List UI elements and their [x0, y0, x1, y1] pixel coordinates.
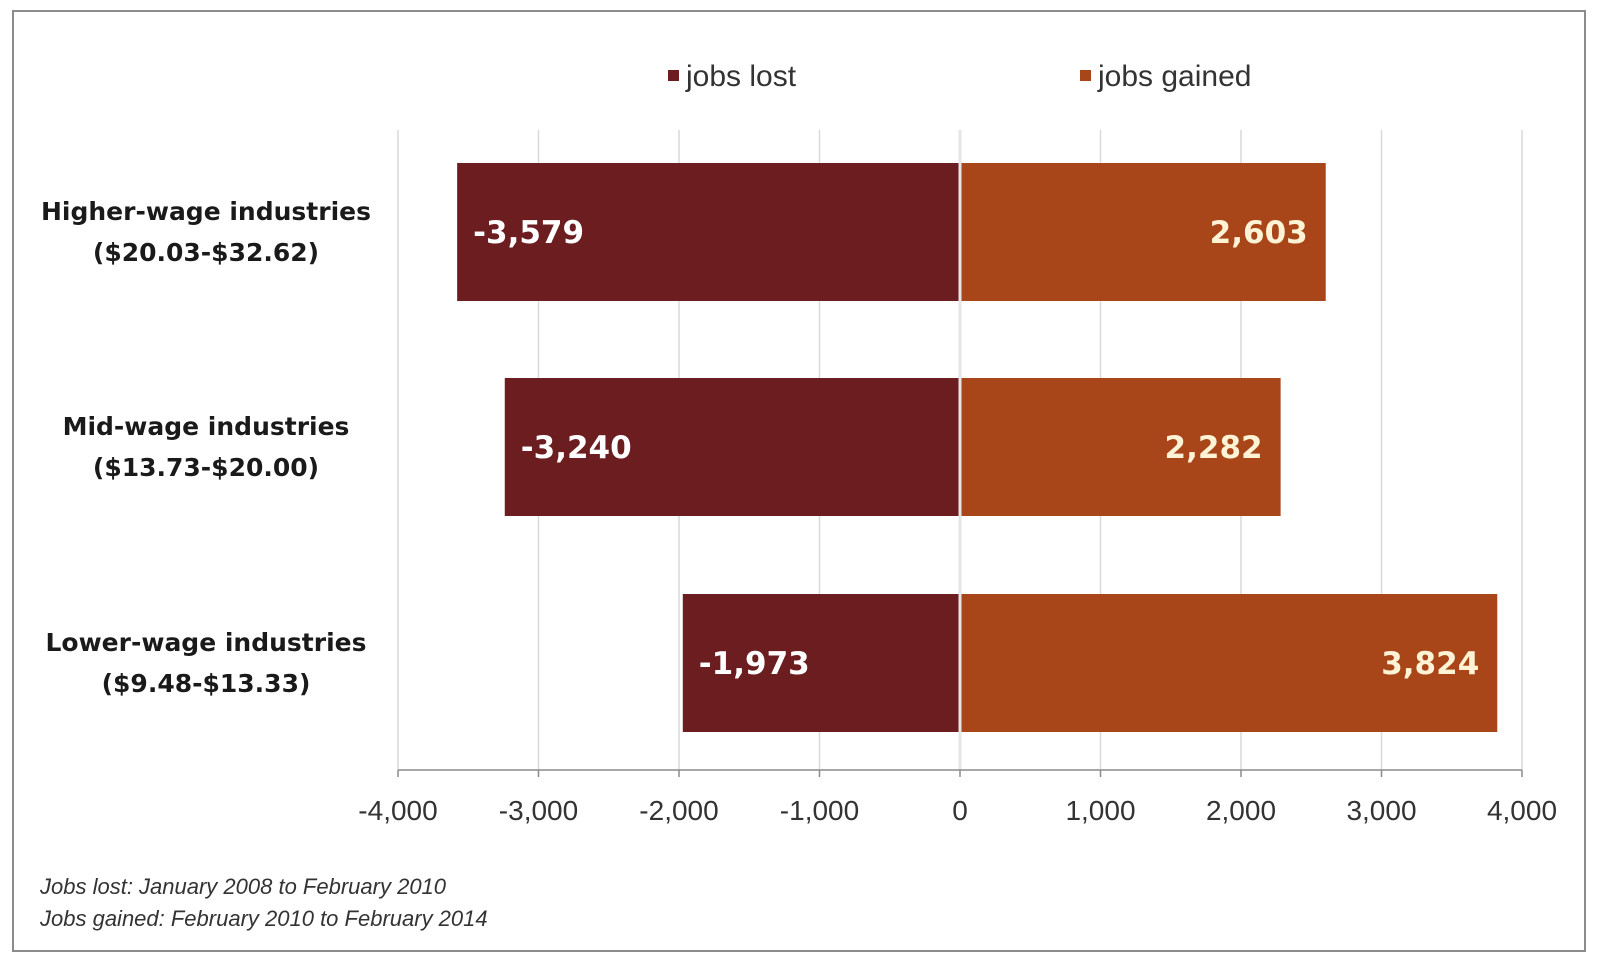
x-tick-label-4: 0	[952, 795, 968, 826]
category-label-1-line-1: ($13.73-$20.00)	[93, 453, 319, 482]
data-label-jobs-gained-0: 2,603	[1210, 215, 1308, 251]
category-label-1-line-0: Mid-wage industries	[63, 412, 350, 441]
bar-jobs-gained-2	[960, 594, 1498, 732]
chart-svg: -4,000 -3,000 -2,000 -1,000 0 1,000 2,000 3,000…	[39, 60, 1557, 931]
bar-jobs-lost-0	[457, 163, 960, 301]
category-label-2-line-1: ($9.48-$13.33)	[102, 669, 311, 698]
data-label-jobs-gained-1: 2,282	[1165, 430, 1263, 466]
x-tick-label-3: -1,000	[780, 795, 859, 826]
x-tick-label-7: 3,000	[1346, 795, 1416, 826]
bar-jobs-lost-1	[504, 378, 960, 516]
legend-label-jobs-lost: jobs lost	[685, 60, 797, 93]
bar-jobs-gained-0	[960, 163, 1326, 301]
x-tick-label-5: 1,000	[1065, 795, 1135, 826]
data-label-jobs-lost-0: -3,579	[473, 215, 584, 251]
x-tick-label-8: 4,000	[1487, 795, 1557, 826]
chart-frame: -4,000 -3,000 -2,000 -1,000 0 1,000 2,000 3,000…	[12, 10, 1586, 952]
footnote-line-1: Jobs gained: February 2010 to February 2…	[39, 906, 488, 931]
x-tick-label-0: -4,000	[358, 795, 437, 826]
bar-jobs-lost-2	[682, 594, 960, 732]
data-label-jobs-lost-2: -1,973	[699, 646, 810, 682]
x-tick-label-6: 2,000	[1206, 795, 1276, 826]
x-tick-label-1: -3,000	[499, 795, 578, 826]
legend-swatch-jobs-gained	[1080, 70, 1091, 81]
category-label-0-line-0: Higher-wage industries	[41, 197, 371, 226]
bar-jobs-gained-1	[960, 378, 1281, 516]
x-tick-label-2: -2,000	[639, 795, 718, 826]
category-label-2-line-0: Lower-wage industries	[45, 628, 366, 657]
legend-swatch-jobs-lost	[668, 70, 679, 81]
data-label-jobs-lost-1: -3,240	[521, 430, 632, 466]
data-label-jobs-gained-2: 3,824	[1381, 646, 1479, 682]
legend-label-jobs-gained: jobs gained	[1097, 60, 1251, 93]
category-label-0-line-1: ($20.03-$32.62)	[93, 238, 319, 267]
footnote-line-0: Jobs lost: January 2008 to February 2010	[39, 874, 447, 899]
